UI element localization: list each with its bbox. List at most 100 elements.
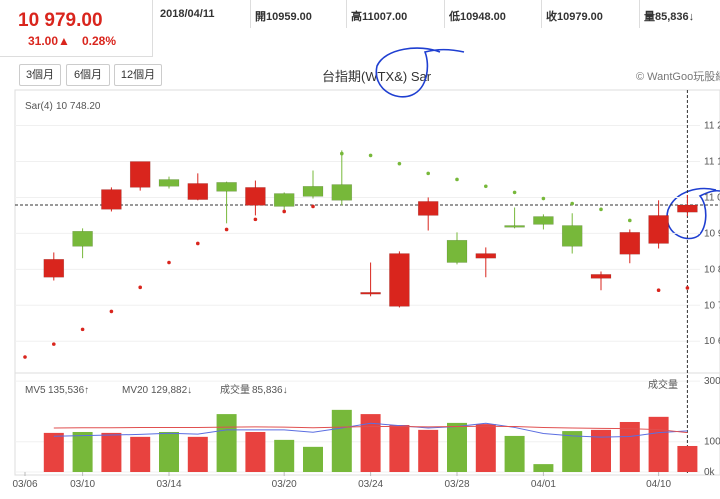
legend-name: 成交量	[220, 383, 250, 396]
candle-body	[72, 230, 93, 247]
moving-average	[53, 425, 688, 434]
sar-dot	[628, 218, 632, 223]
volume-bar	[159, 431, 179, 472]
sar-dot	[23, 355, 27, 359]
candle-body	[158, 179, 180, 187]
candle-body	[590, 274, 612, 279]
legend-value: 85,836↓	[252, 385, 288, 396]
sar-dot	[426, 171, 431, 176]
plot-frame	[14, 89, 720, 476]
sar-dot	[52, 342, 56, 346]
y-tick-label: 11 000	[704, 192, 720, 203]
y-tick-label: 10 700	[704, 300, 720, 311]
sar-dot	[167, 260, 171, 265]
date: 2018/04/11	[160, 8, 215, 20]
separator	[541, 0, 542, 28]
x-tick-label: 03/28	[444, 479, 469, 490]
sar-dot	[282, 209, 287, 214]
range-button[interactable]: 6個月	[66, 64, 110, 86]
candle-body	[245, 187, 266, 206]
candle-body	[273, 193, 295, 207]
x-tick-label: 04/10	[646, 479, 671, 490]
candle-body	[648, 215, 669, 244]
separator	[250, 0, 251, 28]
candle-body	[619, 232, 641, 255]
sar-dot	[397, 161, 402, 166]
legend-value: 10 748.20	[56, 101, 101, 112]
candle-body	[475, 253, 497, 259]
legend-value: 129,882↓	[151, 385, 192, 396]
high: 高11007.00	[351, 11, 408, 23]
volume-bar	[216, 414, 237, 472]
candle-body	[129, 161, 151, 188]
sar-dot	[224, 227, 229, 232]
separator	[444, 0, 445, 28]
volume-bar	[504, 435, 525, 472]
volume-bar	[274, 439, 295, 472]
candle-body	[216, 182, 237, 192]
candle-body	[360, 292, 381, 295]
volume: 量85,836↓	[644, 11, 695, 23]
x-tick-label: 03/20	[272, 479, 297, 490]
separator	[639, 0, 640, 28]
volume-bar	[187, 436, 208, 472]
x-tick-label: 03/14	[156, 479, 181, 490]
low: 低10948.00	[449, 11, 506, 23]
y-tick-label: 10 900	[704, 228, 720, 239]
sar-dot	[196, 241, 200, 246]
sar-dot	[109, 309, 114, 314]
candle-body	[302, 186, 324, 197]
sar-dot	[656, 288, 661, 292]
change-pct: 0.28%	[82, 34, 117, 48]
candle-body	[417, 201, 439, 216]
volume-bar	[533, 464, 554, 472]
candle-body	[389, 253, 410, 307]
annotation	[375, 47, 465, 98]
sar-dot	[455, 177, 459, 182]
x-tick-label: 03/10	[70, 479, 95, 490]
candle-body	[561, 225, 583, 247]
close: 收10979.00	[546, 11, 603, 23]
volume-bar	[101, 432, 122, 472]
volume-bar	[360, 414, 381, 472]
price-box	[0, 0, 153, 57]
x-tick-label: 04/01	[531, 479, 556, 490]
panel-label: 成交量	[648, 378, 678, 391]
y-tick-label: 11 100	[704, 157, 720, 168]
sar-dot	[541, 196, 546, 201]
candle-body	[504, 225, 525, 228]
sar-dot	[138, 285, 142, 290]
sar-dot	[311, 204, 315, 209]
sar-dot	[570, 201, 574, 206]
candle-body	[446, 239, 468, 263]
candle-body	[677, 204, 698, 213]
volume-bar	[72, 431, 93, 472]
volume-bar	[619, 421, 640, 472]
separator	[346, 0, 347, 28]
candle-body	[187, 183, 209, 200]
volume-bar	[418, 429, 439, 472]
range-button[interactable]: 12個月	[114, 64, 162, 86]
range-button[interactable]: 3個月	[19, 64, 61, 86]
y-tick-label: 11 200	[704, 121, 720, 132]
moving-average	[53, 422, 688, 438]
y-tick-label: 100k	[704, 437, 720, 448]
legend-name: MV5	[25, 385, 46, 396]
candle-body	[43, 259, 65, 278]
volume-bar	[447, 422, 467, 472]
sar-dot	[368, 153, 373, 158]
sar-dot	[484, 184, 488, 189]
legend-name: Sar(4)	[25, 101, 53, 112]
volume-bar	[331, 409, 352, 472]
y-tick-label: 0k	[704, 467, 716, 478]
candle-body	[533, 216, 554, 225]
y-tick-label: 10 800	[704, 264, 720, 275]
sar-dot	[340, 151, 344, 156]
volume-bar	[303, 446, 323, 472]
sar-dot	[80, 327, 85, 332]
sar-dot	[685, 286, 690, 290]
y-tick-label: 10 600	[704, 336, 720, 347]
price: 10 979.00	[18, 10, 103, 31]
